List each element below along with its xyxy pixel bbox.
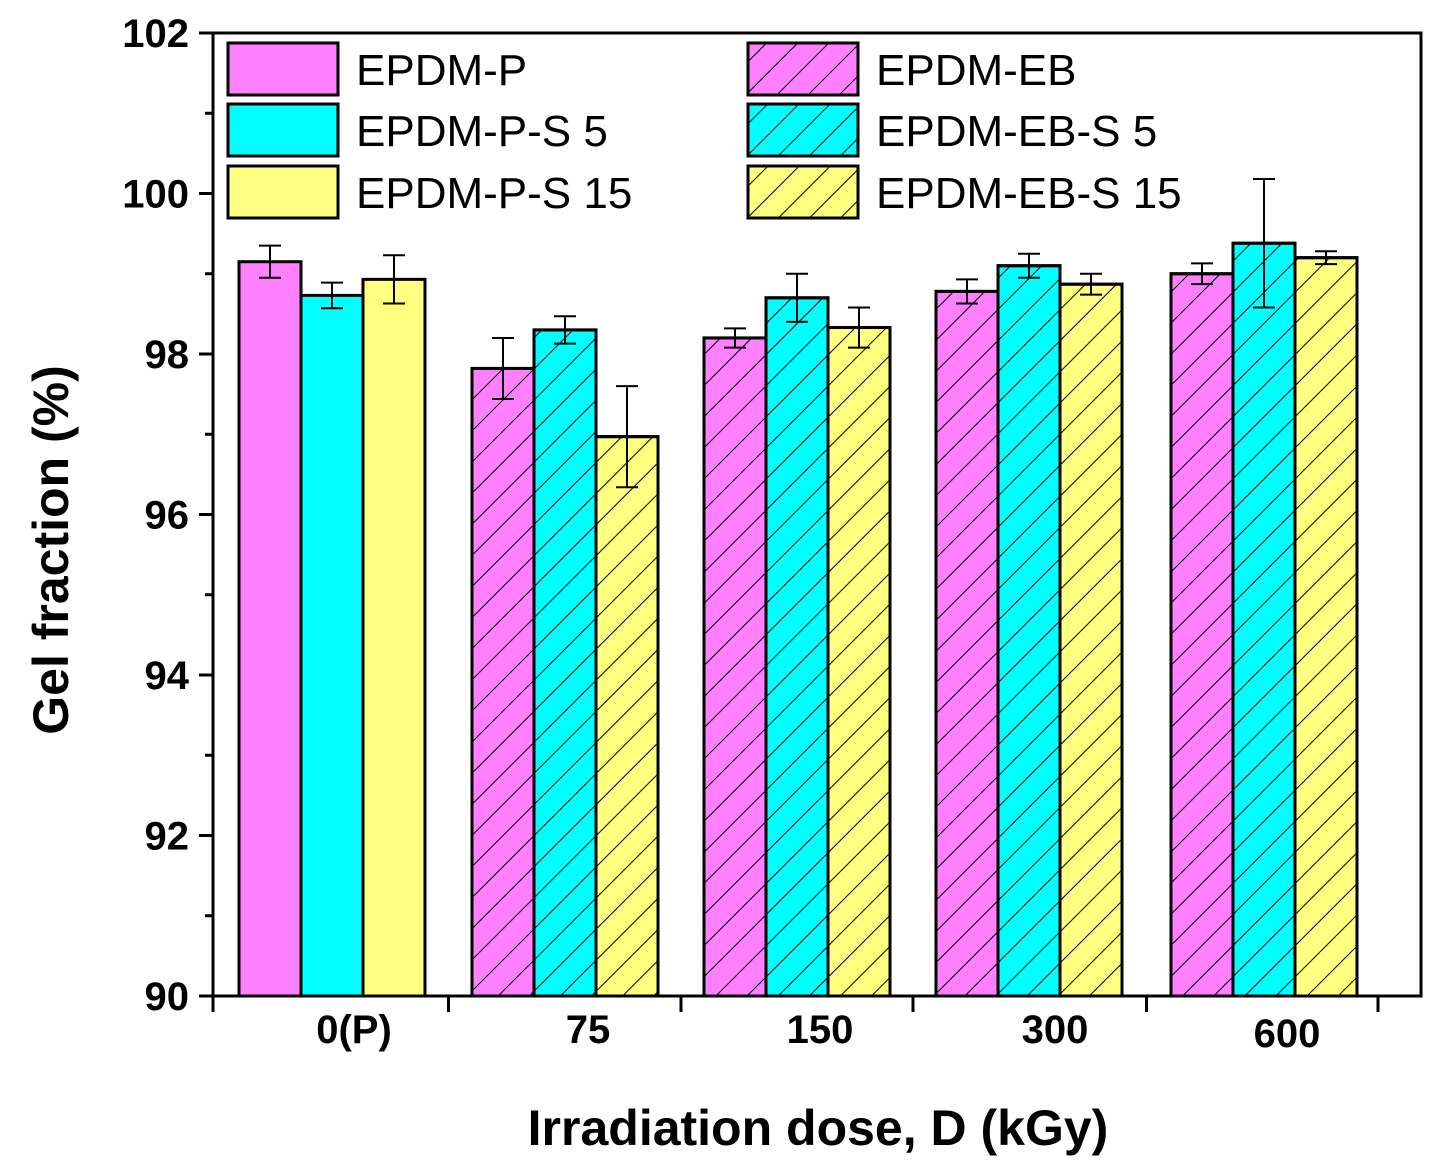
y-tick-label: 100 bbox=[122, 173, 189, 217]
y-axis-title: Gel fraction (%) bbox=[23, 365, 79, 734]
bar-hatch-epdm-eb-75 bbox=[470, 366, 536, 998]
bar-epdm-p-s-15-0(P) bbox=[361, 277, 427, 998]
bar-hatch-epdm-eb-s-5-150 bbox=[764, 296, 830, 998]
legend-label-epdm-p-s-15: EPDM-P-S 15 bbox=[356, 169, 632, 218]
axes-layer: 90 92 94 96 98 100 102 0(P) 75 150 300 600 bbox=[122, 12, 1423, 1056]
bar-hatch-epdm-eb-s-5-300 bbox=[996, 264, 1062, 998]
bar-hatch-epdm-eb-600 bbox=[1169, 272, 1235, 998]
legend-label-epdm-eb-s-15: EPDM-EB-S 15 bbox=[876, 169, 1182, 218]
bar-epdm-p-0(P) bbox=[237, 260, 303, 998]
x-tick-label: 600 bbox=[1254, 1012, 1321, 1056]
bar-epdm-p-s-5-0(P) bbox=[299, 293, 365, 998]
y-tick-label: 98 bbox=[145, 333, 190, 377]
bar-hatch-epdm-eb-s-15-300 bbox=[1058, 282, 1124, 998]
x-tick-label: 300 bbox=[1022, 1008, 1089, 1052]
legend-swatch-epdm-p bbox=[226, 41, 340, 97]
bar-hatch-epdm-eb-300 bbox=[934, 289, 1000, 998]
bar-hatch-epdm-eb-s-5-75 bbox=[532, 328, 598, 998]
bar-hatch-epdm-eb-s-15-150 bbox=[826, 326, 892, 998]
y-tick-label: 92 bbox=[145, 815, 190, 859]
legend: EPDM-P EPDM-EB EPDM-P-S 5 EPDM-EB-S 5 EPDM-P… bbox=[226, 41, 1182, 220]
legend-label-epdm-eb: EPDM-EB bbox=[876, 46, 1076, 95]
legend-label-epdm-p-s-5: EPDM-P-S 5 bbox=[356, 107, 608, 156]
y-tick-label: 94 bbox=[145, 654, 190, 698]
x-tick-label: 150 bbox=[787, 1008, 854, 1052]
legend-label-epdm-p: EPDM-P bbox=[356, 46, 527, 95]
x-tick-label: 0(P) bbox=[316, 1008, 392, 1052]
bar-hatch-epdm-eb-150 bbox=[702, 336, 768, 998]
y-tick-label: 102 bbox=[122, 12, 189, 56]
legend-swatch-hatch-epdm-eb-s-15 bbox=[746, 164, 860, 220]
legend-swatch-epdm-p-s-5 bbox=[226, 102, 340, 158]
legend-label-epdm-eb-s-5: EPDM-EB-S 5 bbox=[876, 107, 1157, 156]
x-tick-label: 75 bbox=[566, 1008, 611, 1052]
legend-swatch-hatch-epdm-eb-s-5 bbox=[746, 102, 860, 158]
bars-layer bbox=[237, 178, 1359, 998]
x-axis-title: Irradiation dose, D (kGy) bbox=[528, 1100, 1109, 1156]
legend-swatch-hatch-epdm-eb bbox=[746, 41, 860, 97]
y-tick-label: 90 bbox=[145, 975, 190, 1019]
legend-swatch-epdm-p-s-15 bbox=[226, 164, 340, 220]
bar-hatch-epdm-eb-s-5-600 bbox=[1231, 241, 1297, 998]
bar-hatch-epdm-eb-s-15-75 bbox=[594, 435, 660, 998]
y-tick-label: 96 bbox=[145, 494, 190, 538]
bar-hatch-epdm-eb-s-15-600 bbox=[1293, 256, 1359, 998]
